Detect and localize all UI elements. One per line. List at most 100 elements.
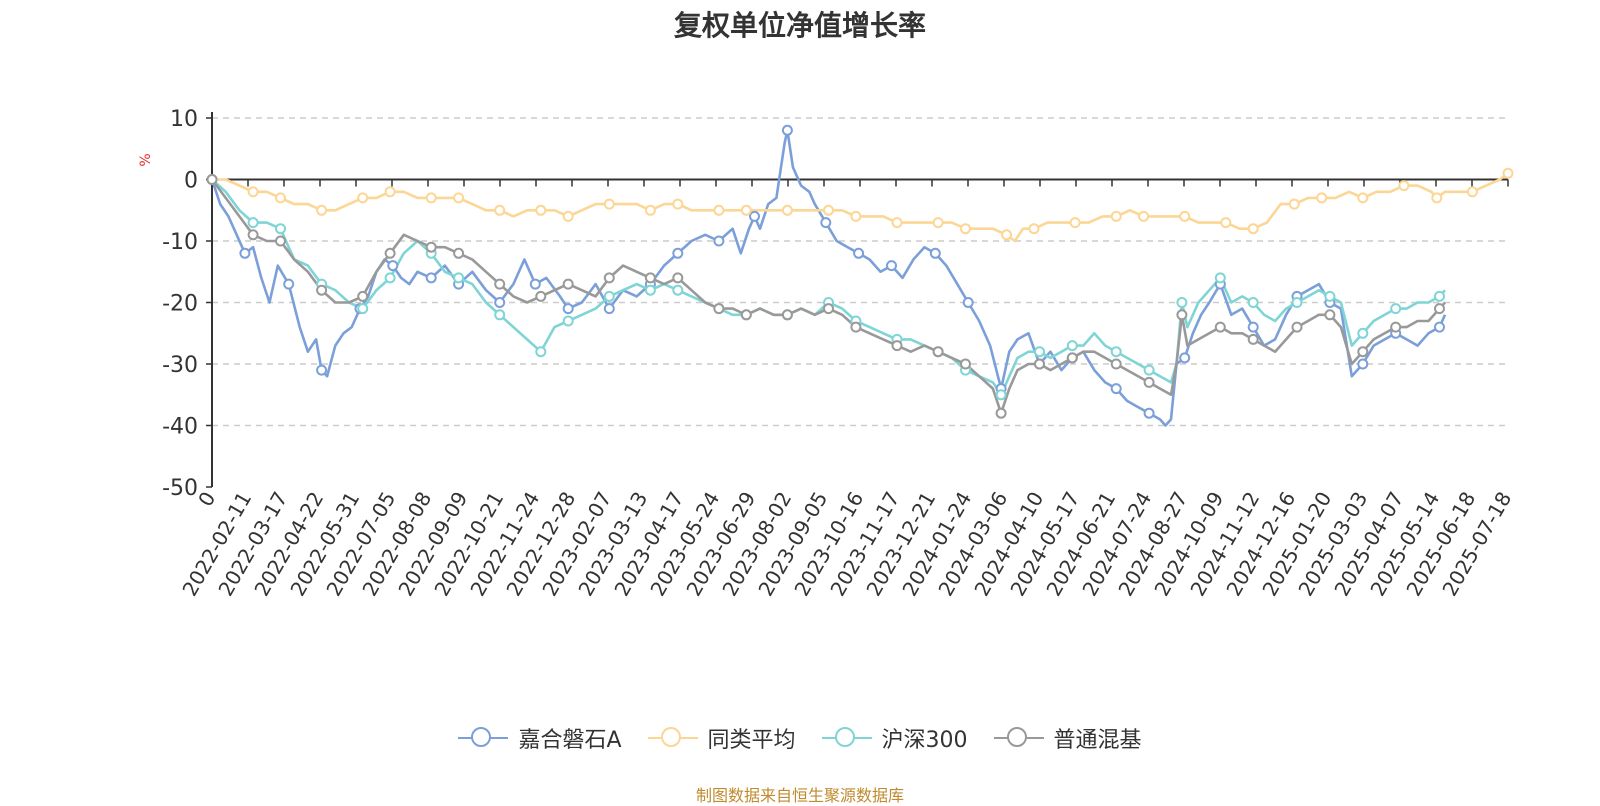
y-tick-label: 0 bbox=[184, 169, 198, 194]
series-marker-4 bbox=[535, 290, 547, 302]
legend-swatch-icon bbox=[993, 726, 1044, 750]
series-marker-2 bbox=[1138, 210, 1150, 222]
series-marker-2 bbox=[1220, 217, 1232, 229]
legend-item-2[interactable]: 同类平均 bbox=[647, 722, 796, 754]
series-marker-2 bbox=[1502, 167, 1514, 179]
series-marker-4 bbox=[603, 272, 615, 284]
series-marker-2 bbox=[960, 223, 971, 235]
series-marker-2 bbox=[1316, 192, 1328, 204]
series-marker-4 bbox=[740, 309, 752, 321]
series-marker-2 bbox=[275, 192, 286, 204]
series-marker-3 bbox=[453, 272, 465, 284]
series-marker-2 bbox=[1001, 229, 1013, 241]
series-marker-2 bbox=[603, 198, 615, 210]
legend-item-3[interactable]: 沪深300 bbox=[821, 722, 968, 754]
series-marker-3 bbox=[1110, 346, 1122, 358]
y-tick-label: 10 bbox=[170, 107, 198, 132]
series-marker-2 bbox=[891, 217, 903, 229]
series-markers bbox=[206, 124, 1514, 419]
series-marker-4 bbox=[1291, 321, 1303, 333]
series-marker-3 bbox=[672, 284, 684, 296]
series-marker-3 bbox=[995, 389, 1007, 401]
series-marker-2 bbox=[357, 192, 369, 204]
series-marker-1 bbox=[1179, 352, 1191, 364]
series-marker-2 bbox=[1069, 217, 1081, 229]
series-marker-4 bbox=[1357, 346, 1369, 358]
series-marker-2 bbox=[713, 204, 725, 216]
legend-label: 嘉合磐石A bbox=[518, 728, 622, 753]
series-marker-1 bbox=[1143, 407, 1155, 419]
series-marker-1 bbox=[1247, 321, 1259, 333]
series-marker-4 bbox=[357, 290, 369, 302]
legend-label: 沪深300 bbox=[881, 728, 968, 753]
y-axis-unit-label: % bbox=[138, 153, 154, 166]
legend-item-1[interactable]: 嘉合磐石A bbox=[458, 722, 622, 754]
series-marker-4 bbox=[891, 340, 903, 352]
series-marker-4 bbox=[644, 272, 656, 284]
series-marker-2 bbox=[494, 204, 506, 216]
series-marker-3 bbox=[1247, 297, 1259, 308]
series-marker-3 bbox=[275, 223, 286, 235]
legend-swatch-icon bbox=[821, 726, 872, 750]
series-marker-1 bbox=[820, 217, 832, 229]
series-marker-1 bbox=[239, 247, 251, 259]
series-marker-3 bbox=[1434, 290, 1445, 302]
chart-title: 复权单位净值增长率 bbox=[673, 9, 926, 42]
series-marker-3 bbox=[494, 309, 506, 321]
series-marker-2 bbox=[535, 204, 547, 216]
series-marker-2 bbox=[932, 217, 944, 229]
series-marker-2 bbox=[384, 186, 396, 198]
series-marker-1 bbox=[853, 247, 865, 259]
legend-label: 同类平均 bbox=[707, 728, 796, 753]
series-marker-1 bbox=[1357, 358, 1369, 370]
series-marker-4 bbox=[713, 303, 725, 315]
series-marker-3 bbox=[1390, 303, 1402, 315]
series-marker-3 bbox=[1291, 297, 1303, 308]
series-marker-4 bbox=[1143, 376, 1155, 388]
series-marker-2 bbox=[453, 192, 465, 204]
series-marker-1 bbox=[749, 210, 760, 222]
series-marker-4 bbox=[672, 272, 684, 284]
series-marker-4 bbox=[932, 346, 944, 358]
series-marker-1 bbox=[562, 303, 574, 315]
series-marker-4 bbox=[316, 284, 328, 296]
series-marker-1 bbox=[425, 272, 437, 284]
series-lines bbox=[210, 129, 1509, 427]
series-marker-1 bbox=[529, 278, 541, 290]
series-marker-1 bbox=[962, 297, 974, 308]
series-marker-2 bbox=[1288, 198, 1300, 210]
y-tick-label: -10 bbox=[162, 230, 198, 255]
series-marker-2 bbox=[1357, 192, 1369, 204]
series-marker-1 bbox=[603, 303, 615, 315]
series-marker-3 bbox=[644, 284, 656, 296]
legend-swatch-icon bbox=[458, 726, 509, 750]
series-marker-3 bbox=[384, 272, 396, 284]
series-marker-4 bbox=[1390, 321, 1402, 333]
series-marker-1 bbox=[1110, 383, 1122, 395]
series-marker-2 bbox=[1179, 210, 1191, 222]
series-marker-2 bbox=[644, 204, 656, 216]
series-marker-3 bbox=[1066, 340, 1078, 352]
series-marker-4 bbox=[562, 278, 574, 290]
series-marker-3 bbox=[1143, 364, 1155, 376]
series-marker-4 bbox=[1434, 303, 1445, 315]
series-marker-4 bbox=[1176, 309, 1188, 321]
series-marker-2 bbox=[247, 186, 259, 198]
series-marker-1 bbox=[781, 124, 793, 136]
series-marker-4 bbox=[823, 303, 834, 315]
series-marker-4 bbox=[384, 247, 396, 259]
series-marker-4 bbox=[781, 309, 793, 321]
series-marker-4 bbox=[1034, 358, 1045, 370]
legend-item-4[interactable]: 普通混基 bbox=[993, 722, 1142, 754]
series-marker-1 bbox=[494, 297, 506, 308]
series-marker-4 bbox=[1110, 358, 1122, 370]
series-marker-2 bbox=[850, 210, 862, 222]
series-marker-2 bbox=[425, 192, 437, 204]
series-marker-1 bbox=[283, 278, 295, 290]
series-marker-2 bbox=[1247, 223, 1259, 235]
series-marker-2 bbox=[1028, 223, 1040, 235]
y-tick-label: -30 bbox=[162, 353, 198, 378]
series-marker-4 bbox=[1214, 321, 1226, 333]
series-marker-4 bbox=[453, 247, 465, 259]
series-line-3 bbox=[211, 178, 1446, 397]
